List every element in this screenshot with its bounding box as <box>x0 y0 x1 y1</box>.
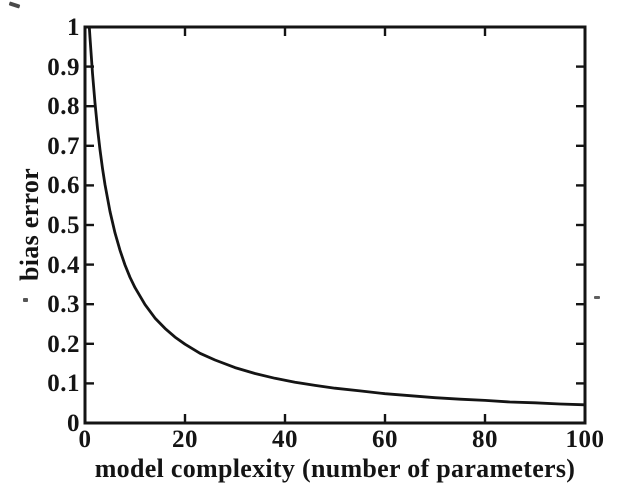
y-tick-label: 0.5 <box>47 212 80 239</box>
y-tick-label: 0.3 <box>47 291 80 319</box>
x-axis-label: model complexity (number of parameters) <box>94 454 576 483</box>
bias-error-curve <box>83 25 587 407</box>
y-tick-label: 0 <box>67 410 80 437</box>
x-tick-label: 20 <box>172 426 198 453</box>
x-tick-label: 100 <box>565 426 605 453</box>
x-tick-label: 40 <box>272 426 298 453</box>
x-tick-label: 0 <box>78 426 92 453</box>
x-tick-label: 60 <box>372 426 398 453</box>
scan-artifact <box>23 298 28 302</box>
y-tick-label: 0.2 <box>47 330 80 358</box>
y-tick-label: 0.9 <box>47 53 80 81</box>
x-tick-label: 80 <box>472 426 498 453</box>
y-tick-label: 0.7 <box>47 132 80 160</box>
y-tick-label: 1 <box>67 14 80 41</box>
tick-marks <box>83 25 587 425</box>
y-tick-label: 0.1 <box>47 370 80 398</box>
y-tick-label: 0.4 <box>47 251 80 279</box>
curve-layer <box>83 25 587 407</box>
axes-box <box>83 25 587 425</box>
scan-artifact <box>594 296 600 299</box>
y-axis-label: bias error <box>15 168 44 281</box>
y-tick-label: 0.6 <box>47 172 80 200</box>
y-tick-label: 0.8 <box>47 93 80 121</box>
